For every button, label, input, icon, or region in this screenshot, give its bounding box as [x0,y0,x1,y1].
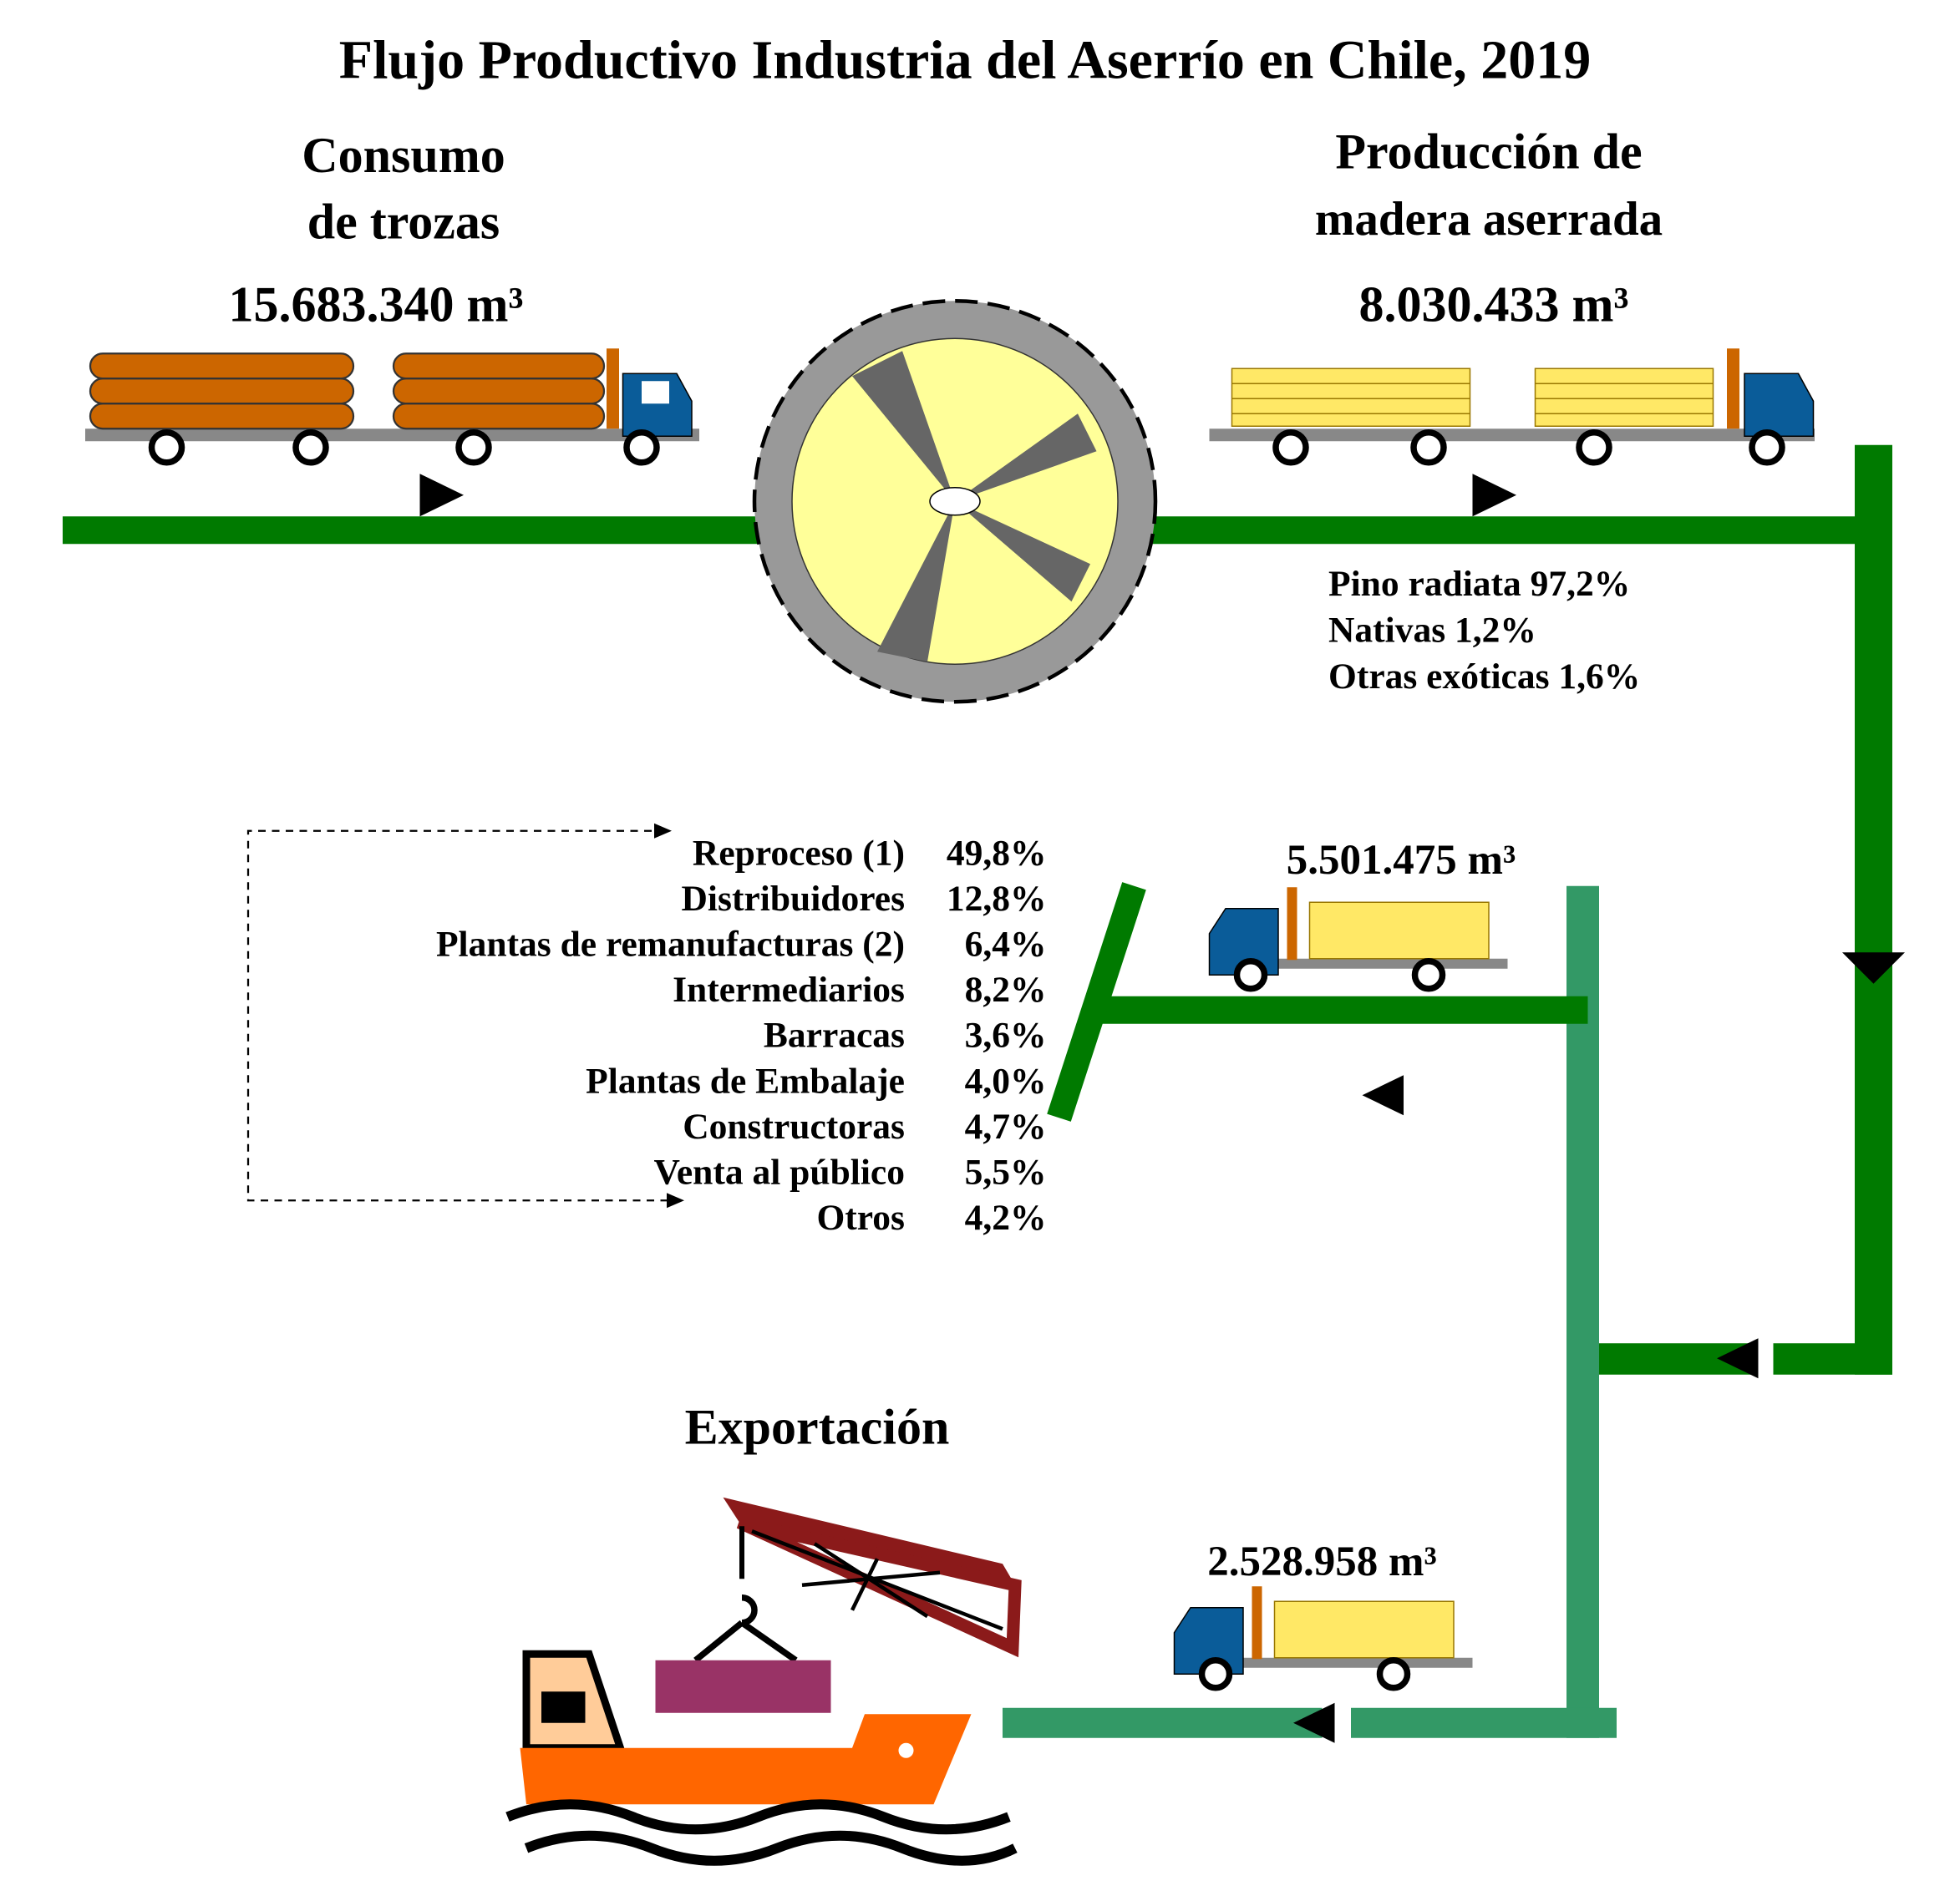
arrow [654,823,672,839]
destination-name: Constructoras [683,1107,905,1147]
production-volume: 8.030.433 m³ [1359,276,1629,332]
destination-name: Distribuidores [682,879,905,919]
production-label: madera aserrada [1315,193,1663,246]
destination-share: 4,2% [965,1198,1047,1238]
split-flow [1566,885,1599,1738]
destinations-list: Reproceso (1) 49,8% Distribuidores 12,8% Pla… [436,833,1047,1238]
input-label: de trozas [307,194,500,249]
species-item: Otras exóticas 1,6% [1328,657,1640,697]
right-flow [1855,444,1892,1375]
domestic-volume: 5.501.475 m³ [1287,837,1516,884]
destination-name: Barracas [764,1016,905,1056]
species-item: Pino radiata 97,2% [1328,564,1630,604]
dashed-loop [246,829,671,1202]
arrow [667,1193,684,1209]
export-label: Exportación [685,1399,950,1454]
export-volume: 2.528.958 m³ [1207,1539,1437,1585]
log-truck [85,348,699,466]
domestic-truck [1208,887,1508,992]
destination-name: Plantas de Embalaje [586,1061,905,1101]
export-flow [1003,1707,1323,1738]
title: Flujo Productivo Industria del Aserrío e… [339,29,1591,90]
destination-share: 4,0% [965,1061,1047,1101]
production-label: Producción de [1335,124,1642,179]
arrow [1842,952,1905,984]
destination-name: Intermediarios [673,970,905,1010]
species-item: Nativas 1,2% [1328,610,1536,650]
species-list: Pino radiata 97,2% Nativas 1,2% Otras exót… [1328,564,1640,697]
arrow [1362,1075,1404,1116]
flows [63,444,1905,1743]
destination-share: 5,5% [965,1152,1047,1192]
arrow [1472,474,1516,517]
lumber-truck [1209,348,1815,466]
destination-name: Plantas de remanufacturas (2) [436,924,905,964]
saw-blade [752,299,1158,704]
arrow [1293,1702,1335,1743]
destination-share: 12,8% [947,879,1047,919]
arrow [1717,1338,1759,1379]
domestic-bar [1047,882,1146,1122]
export-truck [1173,1586,1473,1691]
return-flow [1773,1343,1892,1375]
ship [505,1497,1022,1866]
input-label: Consumo [302,128,505,183]
destination-share: 49,8% [947,833,1047,873]
destination-name: Reproceso (1) [693,833,905,873]
destination-share: 3,6% [965,1016,1047,1056]
destination-share: 8,2% [965,970,1047,1010]
destination-share: 6,4% [965,924,1047,964]
domestic-flow [1096,996,1588,1024]
arrow [419,474,464,517]
export-flow [1351,1707,1617,1738]
destination-share: 4,7% [965,1107,1047,1147]
input-volume: 15.683.340 m³ [229,276,524,332]
destination-name: Venta al público [653,1152,905,1192]
destination-name: Otros [816,1198,905,1238]
